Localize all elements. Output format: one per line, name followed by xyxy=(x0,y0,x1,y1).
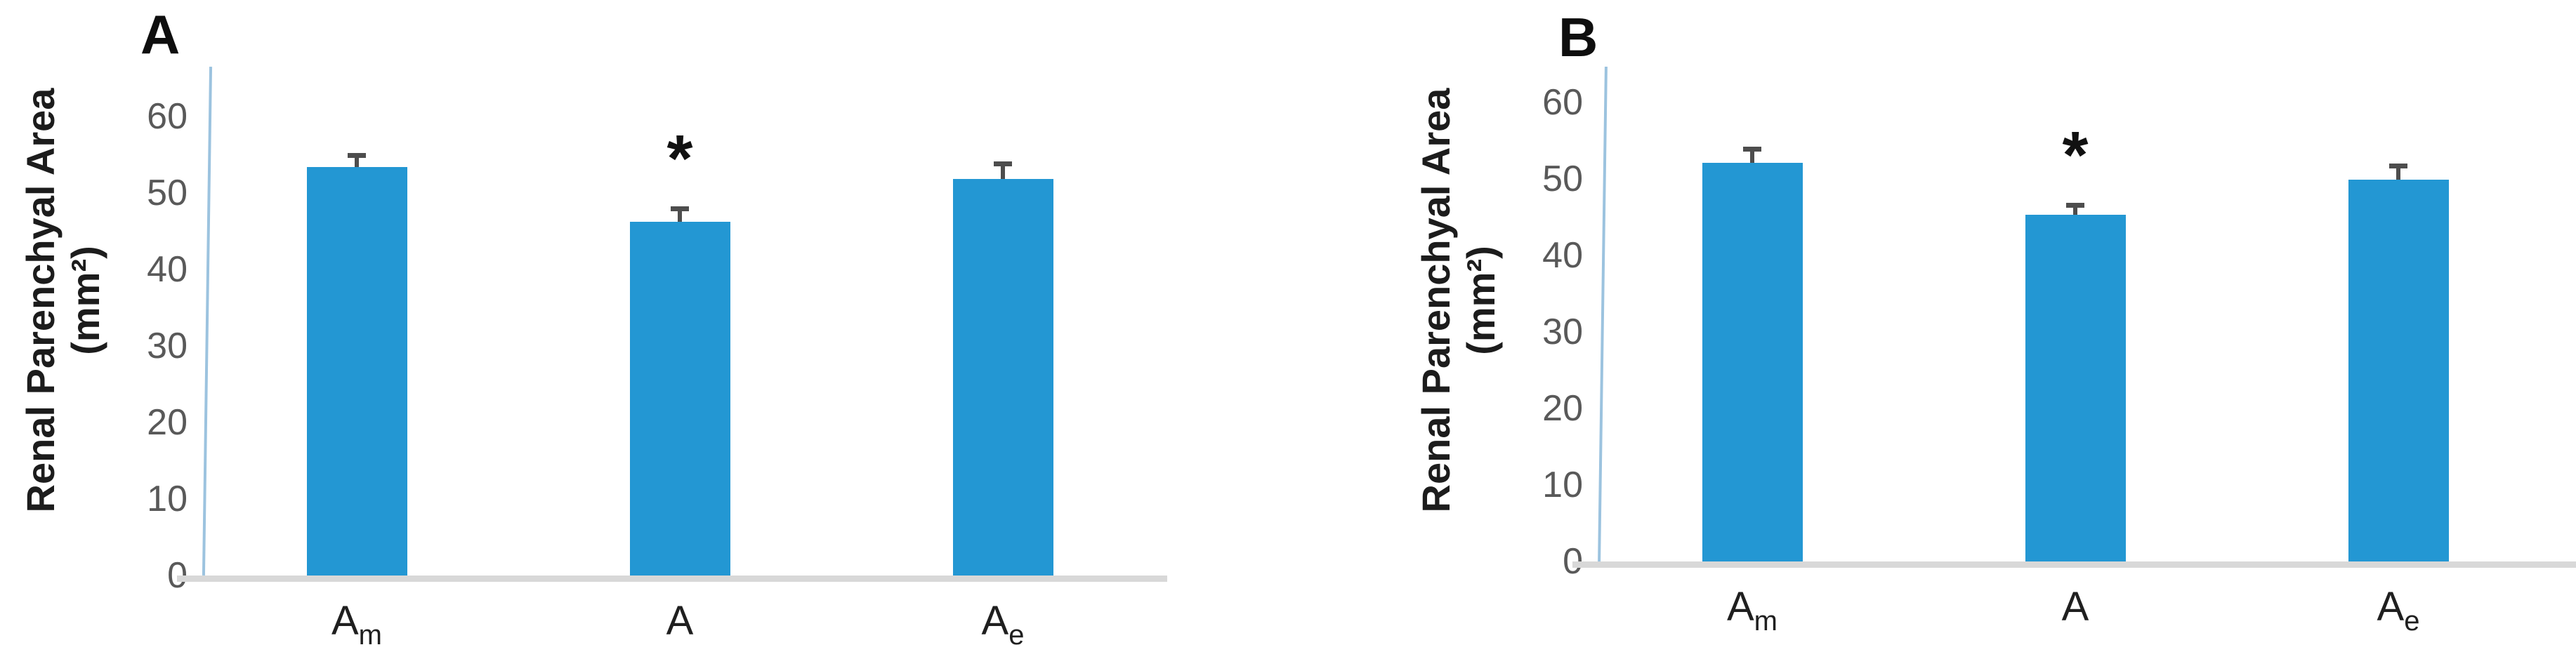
y-tick-label-40: 40 xyxy=(1542,235,1583,276)
error-bar-stem-ae xyxy=(2396,166,2400,180)
y-tick-label-20: 20 xyxy=(147,402,188,443)
y-tick-label-50: 50 xyxy=(147,173,188,213)
x-category-base: A xyxy=(2061,584,2089,630)
y-tick-label-20: 20 xyxy=(1542,388,1583,429)
error-bar-cap-am xyxy=(1743,147,1761,152)
y-tick-label-30: 30 xyxy=(1542,312,1583,352)
error-bar-stem-ae xyxy=(1001,164,1005,179)
y-tick-label-40: 40 xyxy=(147,249,188,290)
x-category-subscript: m xyxy=(358,620,382,651)
y-tick-label-10: 10 xyxy=(147,479,188,519)
x-category-subscript: e xyxy=(2404,606,2420,637)
error-bar-stem-am xyxy=(1750,149,1754,163)
significance-asterisk-a: * xyxy=(2062,118,2089,192)
x-category-label-ae: Ae xyxy=(2321,584,2476,637)
error-bar-cap-ae xyxy=(2389,164,2407,168)
significance-asterisk-a: * xyxy=(666,121,693,196)
bar-a xyxy=(630,222,730,576)
bar-am xyxy=(307,167,407,576)
bar-ae xyxy=(2348,180,2449,561)
error-bar-stem-am xyxy=(355,156,359,167)
x-category-label-a: A xyxy=(1998,587,2153,627)
error-bar-cap-ae xyxy=(994,161,1012,166)
bar-ae xyxy=(953,179,1053,576)
error-bar-cap-am xyxy=(348,153,366,158)
panel-label-b: B xyxy=(1558,6,1598,68)
error-bar-cap-a xyxy=(2066,203,2084,208)
error-bar-stem-a xyxy=(678,209,682,222)
y-tick-label-0: 0 xyxy=(39,557,188,594)
bar-am xyxy=(1702,163,1803,561)
y-tick-label-0: 0 xyxy=(1434,543,1583,580)
x-category-base: A xyxy=(981,598,1009,644)
x-category-label-ae: Ae xyxy=(926,598,1080,651)
x-category-label-am: Am xyxy=(280,598,434,651)
x-category-subscript: e xyxy=(1008,620,1025,651)
y-tick-label-50: 50 xyxy=(1542,159,1583,199)
y-tick-label-10: 10 xyxy=(1542,465,1583,505)
x-category-base: A xyxy=(331,598,359,644)
y-axis-line xyxy=(1598,67,1608,561)
y-tick-label-30: 30 xyxy=(147,326,188,366)
panel-label-a: A xyxy=(140,4,180,65)
x-category-label-am: Am xyxy=(1675,584,1829,637)
y-axis-line xyxy=(202,67,213,576)
y-tick-label-60: 60 xyxy=(147,96,188,137)
x-category-base: A xyxy=(666,598,694,644)
x-category-base: A xyxy=(2377,584,2405,630)
x-category-label-a: A xyxy=(603,601,757,641)
error-bar-cap-a xyxy=(671,206,689,211)
x-axis-line xyxy=(177,576,1167,582)
x-category-base: A xyxy=(1726,584,1754,630)
bar-a xyxy=(2025,215,2126,561)
x-axis-line xyxy=(1572,561,2576,568)
error-bar-stem-a xyxy=(2073,206,2077,215)
x-category-subscript: m xyxy=(1754,606,1777,637)
y-tick-label-60: 60 xyxy=(1542,82,1583,123)
